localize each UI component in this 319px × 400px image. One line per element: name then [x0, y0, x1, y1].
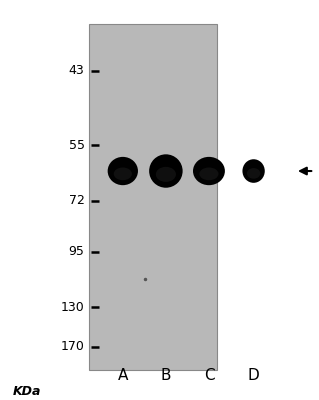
Ellipse shape — [247, 168, 260, 179]
Text: 130: 130 — [61, 301, 85, 314]
Ellipse shape — [193, 157, 225, 185]
Text: 43: 43 — [69, 64, 85, 77]
Text: 95: 95 — [69, 245, 85, 258]
Text: C: C — [204, 368, 214, 383]
Ellipse shape — [156, 167, 176, 182]
Text: B: B — [161, 368, 171, 383]
Text: 72: 72 — [69, 194, 85, 207]
Text: A: A — [118, 368, 128, 383]
Text: KDa: KDa — [13, 385, 41, 398]
Text: 170: 170 — [61, 340, 85, 353]
FancyBboxPatch shape — [89, 24, 217, 370]
Text: D: D — [248, 368, 259, 383]
Text: 55: 55 — [69, 139, 85, 152]
Ellipse shape — [114, 168, 132, 180]
Ellipse shape — [108, 157, 138, 185]
Ellipse shape — [149, 154, 182, 188]
Ellipse shape — [199, 168, 219, 180]
Ellipse shape — [242, 159, 265, 183]
